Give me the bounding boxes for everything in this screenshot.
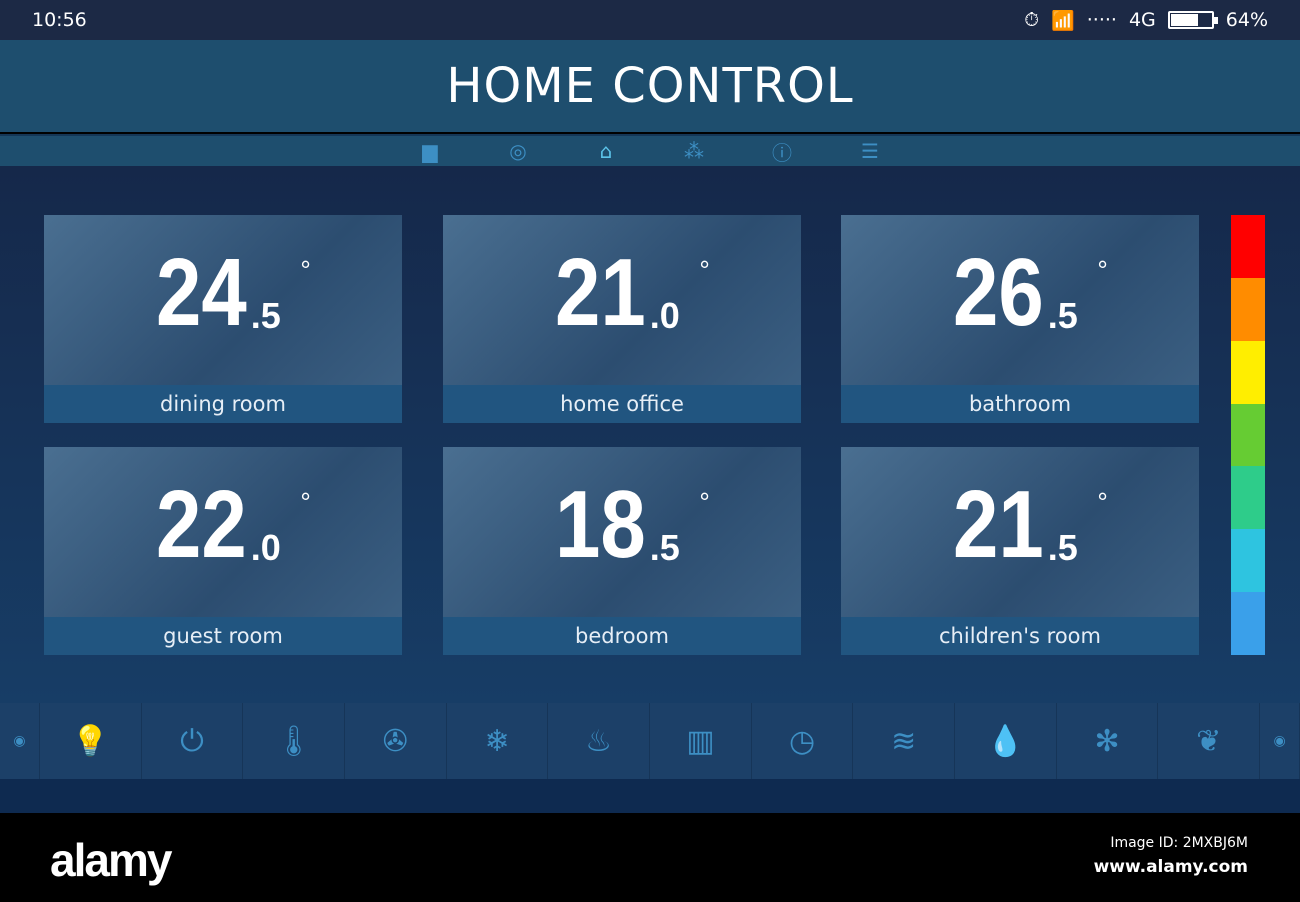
heater-button[interactable]: ≋ [853,703,956,779]
clock: 10:56 [32,9,87,31]
temp-decimal: .5 [250,295,281,336]
folder-icon[interactable]: ▆ [422,139,438,163]
room-temperature: 18 .5 ° [555,471,710,578]
image-id: Image ID: 2MXBJ6M [1110,835,1248,851]
bottom-band [0,779,1300,813]
degree-symbol: ° [699,487,710,517]
heater-icon: ≋ [891,723,917,759]
temp-decimal: .5 [1047,527,1078,568]
humidity-icon: 💧 [986,723,1025,759]
scale-segment [1231,403,1265,467]
alarm-icon: ⏱ [1024,9,1040,31]
home-icon[interactable]: ⌂ [599,139,613,163]
temp-integer: 18 [555,471,646,578]
list-icon[interactable]: ☰ [861,139,879,163]
switch-button[interactable]: ⏻ [142,703,244,779]
lightbulb-icon: 💡 [71,723,110,759]
temp-integer: 26 [953,239,1044,346]
target-icon[interactable]: ◎ [509,139,527,163]
alert-icon[interactable]: ⓘ [772,140,792,165]
air-conditioning-button[interactable]: ❄ [447,703,549,779]
room-card[interactable]: 21 .0 ° home office [443,215,801,423]
thermostat-sliders-button[interactable]: 🌡 [243,703,346,779]
radiator-button[interactable]: ▥ [650,703,752,779]
network-icon[interactable]: ⁂ [684,139,704,163]
eco-leaf-icon: ❦ [1196,723,1222,759]
thermostat-sliders-icon: 🌡 [274,723,313,759]
temp-decimal: .0 [649,295,680,336]
room-grid: 24 .5 ° dining room 21 .0 ° home office … [0,166,1300,703]
room-photo [44,447,402,617]
floor-heating-button[interactable]: ♨ [548,703,651,779]
room-temperature: 22 .0 ° [156,471,311,578]
battery-percent: 64% [1225,9,1268,31]
switch-icon: ⏻ [180,723,204,759]
room-temperature: 24 .5 ° [156,239,311,346]
scroll-left-button[interactable]: ◉ [0,703,40,779]
clock-button[interactable]: ◷ [752,703,854,779]
top-nav: ▆ ◎ ⌂ ⁂ ⓘ ☰ [0,134,1300,166]
room-card[interactable]: 18 .5 ° bedroom [443,447,801,655]
room-photo [443,447,801,617]
scale-segment [1231,529,1265,593]
device-toolbar: ◉ 💡 ⏻ 🌡 ✇ ❄ ♨ ▥ ◷ ≋ 💧 ✻ ❦ ◉ [0,703,1300,779]
room-temperature: 26 .5 ° [953,239,1108,346]
scale-segment [1231,466,1265,530]
footer: alamy Image ID: 2MXBJ6M www.alamy.com [0,813,1300,902]
temp-decimal: .5 [1047,295,1078,336]
scale-segment [1231,340,1265,404]
temp-integer: 21 [953,471,1044,578]
status-bar: 10:56 ⏱ 📶 ····· 4G 64% [0,0,1300,40]
room-temperature: 21 .5 ° [953,471,1108,578]
scale-segment [1231,592,1265,656]
degree-symbol: ° [1097,487,1108,517]
temperature-scale [1231,215,1265,656]
floor-heating-icon: ♨ [585,723,613,759]
room-card[interactable]: 22 .0 ° guest room [44,447,402,655]
room-photo [841,215,1199,385]
room-card[interactable]: 21 .5 ° children's room [841,447,1199,655]
climate-mode-button[interactable]: ✻ [1057,703,1159,779]
page-title: HOME CONTROL [0,40,1300,132]
fan-button[interactable]: ✇ [345,703,447,779]
room-name: home office [443,385,801,423]
humidity-button[interactable]: 💧 [955,703,1057,779]
fan-icon: ✇ [382,723,408,759]
air-conditioning-icon: ❄ [484,723,510,759]
temp-decimal: .5 [649,527,680,568]
room-name: dining room [44,385,402,423]
network-type: 4G [1128,9,1156,31]
scale-segment [1231,215,1265,278]
eco-leaf-button[interactable]: ❦ [1158,703,1261,779]
climate-mode-icon: ✻ [1094,723,1120,759]
scroll-right-button[interactable]: ◉ [1260,703,1300,779]
temp-integer: 21 [555,239,646,346]
room-temperature: 21 .0 ° [555,239,710,346]
room-name: bedroom [443,617,801,655]
scale-segment [1231,277,1265,341]
room-card[interactable]: 24 .5 ° dining room [44,215,402,423]
room-name: children's room [841,617,1199,655]
room-photo [841,447,1199,617]
radiator-icon: ▥ [686,723,715,759]
wifi-icon: 📶 [1051,9,1075,32]
signal-icon: ····· [1086,9,1117,31]
temp-integer: 24 [156,239,247,346]
site-url: www.alamy.com [1093,857,1248,877]
room-photo [44,215,402,385]
lightbulb-button[interactable]: 💡 [40,703,142,779]
degree-symbol: ° [300,487,311,517]
degree-symbol: ° [300,255,311,285]
room-name: guest room [44,617,402,655]
degree-symbol: ° [699,255,710,285]
clock-icon: ◷ [788,723,816,759]
room-photo [443,215,801,385]
temp-integer: 22 [156,471,247,578]
battery-icon [1167,11,1218,29]
alamy-logo: alamy [50,834,172,886]
temp-decimal: .0 [250,527,281,568]
room-card[interactable]: 26 .5 ° bathroom [841,215,1199,423]
degree-symbol: ° [1097,255,1108,285]
room-name: bathroom [841,385,1199,423]
